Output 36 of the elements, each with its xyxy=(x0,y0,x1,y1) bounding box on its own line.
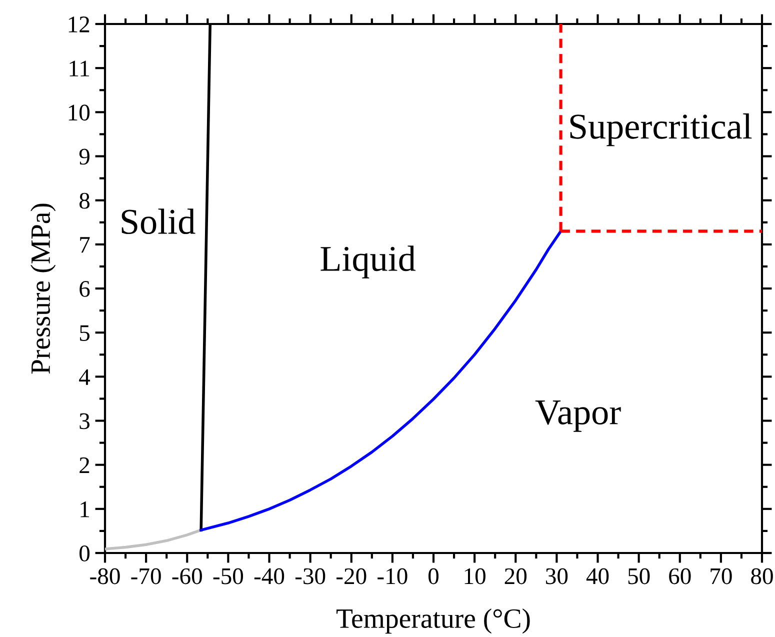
x-tick-label: 20 xyxy=(504,568,527,584)
y-tick-label: 8 xyxy=(80,192,90,209)
x-tick-label: -60 xyxy=(172,568,202,584)
y-tick-label: 1 xyxy=(80,502,89,518)
y-tick-label: 7 xyxy=(80,237,90,253)
y-tick-label: 6 xyxy=(80,281,90,297)
x-tick-label: -40 xyxy=(254,568,284,584)
x-tick-label: 30 xyxy=(546,568,568,584)
x-tick-label: -50 xyxy=(213,568,244,584)
x-tick-label: -70 xyxy=(131,568,161,584)
y-tick-label: 4 xyxy=(79,369,90,385)
x-tick-label: -10 xyxy=(378,568,408,584)
y-tick-label: 11 xyxy=(70,60,89,76)
y-tick-label: 12 xyxy=(68,16,90,32)
annotation: Solid xyxy=(122,208,196,234)
y-tick-label: 10 xyxy=(68,104,90,121)
x-tick-label: 60 xyxy=(669,568,691,584)
annotation: Vapor xyxy=(535,400,621,432)
x-tick-label: -20 xyxy=(336,568,366,584)
x-tick-label: 0 xyxy=(428,568,439,584)
annotation: Supercritical xyxy=(570,113,752,146)
x-axis-title: Temperature (°C) xyxy=(336,608,530,634)
x-tick-label: 80 xyxy=(751,568,773,584)
x-tick-label: 40 xyxy=(586,568,609,584)
x-tick-label: -30 xyxy=(295,568,326,584)
y-tick-label: 5 xyxy=(80,325,90,342)
x-tick-label: 10 xyxy=(464,568,486,584)
x-tick-label: 70 xyxy=(710,568,732,584)
y-tick-label: 9 xyxy=(79,148,90,165)
annotation: Liquid xyxy=(320,246,416,278)
y-tick-label: 0 xyxy=(80,545,90,562)
x-tick-label: -80 xyxy=(90,568,120,584)
y-tick-label: 3 xyxy=(80,413,90,430)
y-axis-title: Pressure (MPa) xyxy=(30,204,56,374)
x-tick-label: 50 xyxy=(628,568,650,584)
y-tick-label: 2 xyxy=(80,457,90,474)
